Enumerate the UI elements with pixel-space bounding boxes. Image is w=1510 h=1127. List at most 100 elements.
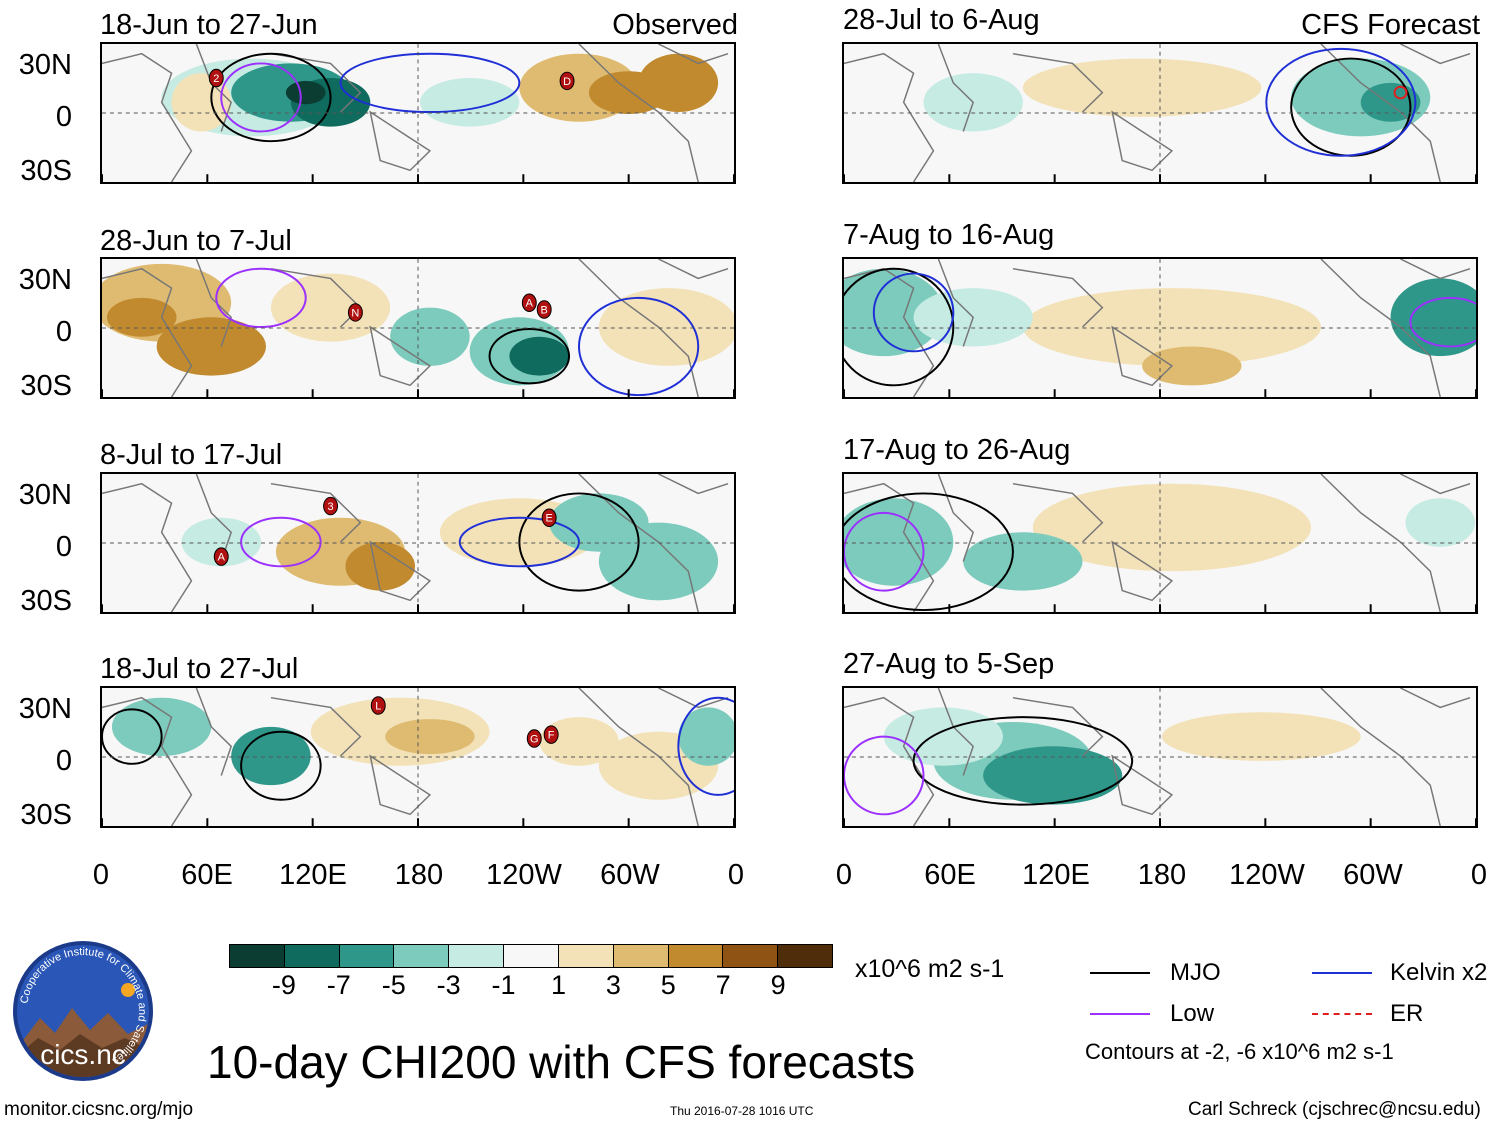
lat-label-0: 0 [55, 745, 72, 777]
anomaly-shading [231, 726, 311, 786]
storm-marker-label: 2 [213, 73, 219, 85]
wave-contour [844, 511, 925, 592]
forecast-panel-2-title: 7-Aug to 16-Aug [843, 219, 1055, 251]
colorbar-tick-label: 3 [605, 970, 621, 1000]
observed-panel-1-title: 18-Jun to 27-Jun [100, 9, 318, 41]
lon-label-120w: 120W [1229, 859, 1305, 891]
wave-contour [220, 62, 302, 133]
colorbar-swatch [613, 945, 669, 967]
lon-label-0: 0 [1470, 859, 1488, 891]
legend-mjo-label: MJO [1170, 959, 1221, 986]
storm-marker: N [347, 303, 363, 322]
coastline [369, 110, 432, 172]
lat-label-30n: 30N [18, 264, 72, 296]
coastline [1320, 259, 1441, 397]
coastline [578, 688, 699, 826]
storm-marker-label: B [541, 305, 548, 317]
coastline [937, 474, 975, 562]
wave-contour [215, 267, 307, 328]
storm-marker: G [526, 729, 542, 748]
coastline [1400, 474, 1471, 495]
chi200-field: N AB [102, 259, 734, 397]
wave-contour [1393, 85, 1408, 100]
storm-marker-label: E [546, 513, 553, 525]
legend-er-line [1312, 1013, 1372, 1015]
chi200-field [844, 688, 1476, 826]
storm-marker: E [541, 508, 557, 527]
storm-marker: D [559, 71, 575, 91]
lon-label-60w: 60W [600, 859, 660, 891]
anomaly-shading [385, 719, 475, 755]
wave-contour [458, 516, 580, 568]
storm-marker-label: 3 [328, 501, 334, 513]
lat-label-30n: 30N [18, 693, 72, 725]
legend-kelvin-label: Kelvin x2 [1390, 959, 1488, 986]
colorbar-tick-label: 5 [660, 970, 676, 1000]
coastline [1320, 44, 1441, 182]
coastline [1320, 474, 1441, 612]
forecast-map-2 [842, 257, 1478, 399]
lon-label-60e: 60E [181, 859, 233, 891]
lat-label-30n: 30N [18, 479, 72, 511]
coastline [102, 482, 193, 612]
lat-label-30s: 30S [20, 585, 72, 617]
cics-logo: Cooperative Institute for Climate and Sa… [10, 938, 156, 1084]
legend-low-line [1090, 1013, 1150, 1015]
wave-contour [844, 492, 1014, 612]
coastline [270, 482, 362, 543]
anomaly-shading [1142, 346, 1242, 386]
lon-label-120e: 120E [279, 859, 347, 891]
anomaly-shading [844, 268, 944, 357]
coastline [369, 325, 432, 387]
coastline [658, 44, 729, 65]
storm-marker: A [213, 547, 229, 566]
chi200-field: 3 A E [102, 474, 734, 612]
coastline [658, 688, 729, 709]
legend-er-label: ER [1390, 1000, 1424, 1027]
coastline [1012, 482, 1104, 543]
storm-marker: A [521, 293, 537, 312]
anomaly-shading [1032, 483, 1312, 572]
coastline [844, 52, 935, 182]
wave-contour [844, 267, 955, 387]
colorbar-tick-label: -9 [271, 970, 296, 1000]
anomaly-shading [1405, 498, 1476, 547]
coastline [1111, 325, 1174, 387]
anomaly-shading [844, 498, 954, 586]
wave-contour [1409, 296, 1476, 348]
forecast-label: CFS Forecast [1301, 9, 1480, 41]
anomaly-shading [181, 517, 261, 567]
legend-low-label: Low [1170, 1000, 1215, 1027]
wave-contour [1265, 47, 1417, 157]
coastline [578, 474, 699, 612]
colorbar-tick-label: 1 [550, 970, 566, 1000]
coastline [195, 688, 233, 776]
anomaly-shading [156, 317, 266, 376]
storm-marker-label: A [526, 298, 534, 310]
coastline [1400, 259, 1471, 280]
storm-marker-label: N [351, 307, 359, 319]
lon-label-120w: 120W [486, 859, 562, 891]
wave-contour [677, 696, 734, 796]
coastline [578, 44, 699, 182]
colorbar-swatch [394, 945, 450, 967]
legend-kelvin-line [1312, 972, 1372, 974]
storm-marker: L [370, 696, 386, 715]
colorbar-swatch [449, 945, 505, 967]
website-link[interactable]: monitor.cicsnc.org/mjo [4, 1099, 194, 1120]
lon-label-0: 0 [92, 859, 110, 891]
lat-label-30s: 30S [20, 370, 72, 402]
logo-text: cics.nc [40, 1039, 126, 1070]
coastline [1320, 688, 1441, 826]
coastline [937, 259, 975, 347]
anomaly-shading [983, 746, 1123, 805]
colorbar-swatch [778, 945, 832, 967]
timestamp: Thu 2016-07-28 1016 UTC [670, 1104, 814, 1118]
wave-contour [518, 492, 640, 592]
colorbar-swatch [668, 945, 724, 967]
wave-contour [577, 296, 700, 397]
colorbar-swatch [504, 945, 559, 967]
lon-label-60w: 60W [1343, 859, 1403, 891]
